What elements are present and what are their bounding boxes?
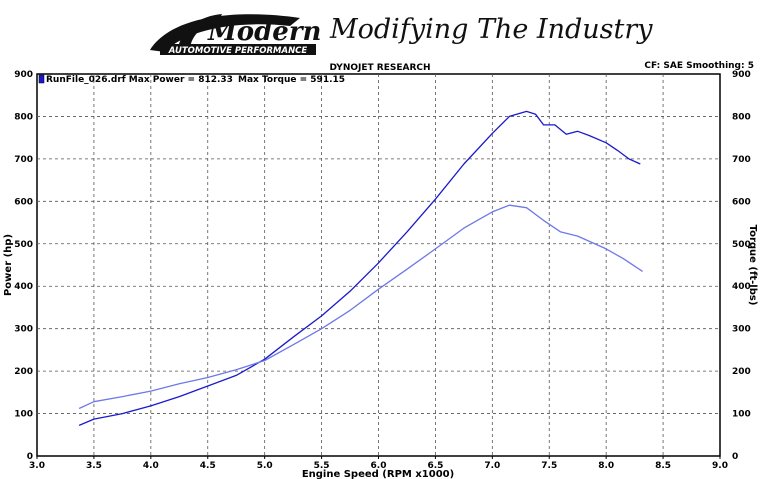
cf-smoothing-info: CF: SAE Smoothing: 5 xyxy=(644,61,754,71)
y-axis-title-right: Torque (ft-lbs) xyxy=(747,225,758,306)
x-tick-label: 5.5 xyxy=(314,461,330,471)
y-tick-label-right: 300 xyxy=(732,325,751,335)
x-tick-label: 3.0 xyxy=(29,461,45,471)
legend-swatch xyxy=(38,74,45,84)
y-axis-title-left: Power (hp) xyxy=(3,234,14,296)
y-tick-label-left: 300 xyxy=(14,325,33,335)
logo-swoosh-icon xyxy=(150,14,300,52)
y-tick-label-right: 700 xyxy=(732,155,751,165)
y-tick-label-left: 600 xyxy=(14,197,33,207)
tagline: Modifying The Industry xyxy=(329,14,653,45)
logo-word: Modern xyxy=(207,17,321,47)
series-line-power xyxy=(78,110,641,426)
series-group xyxy=(78,110,643,426)
series-line-torque xyxy=(78,204,643,410)
y-tick-label-left: 400 xyxy=(14,282,33,292)
run-label: RunFile_026.drf Max Power = 812.33 xyxy=(46,75,233,85)
y-tick-label-right: 100 xyxy=(732,410,751,420)
x-axis-title: Engine Speed (RPM x1000) xyxy=(302,469,454,479)
y-tick-label-right: 400 xyxy=(732,282,751,292)
x-tick-label: 5.0 xyxy=(257,461,273,471)
y-tick-label-right: 900 xyxy=(732,70,751,80)
logo-gear-icon xyxy=(178,14,222,48)
x-tick-labels: 3.0 3.5 4.0 4.5 5.0 5.5 6.0 6.5 7.0 7.5 8.0 8.5 9.0 xyxy=(29,461,728,471)
y-tick-label-left: 700 xyxy=(14,155,33,165)
logo-subtitle: AUTOMOTIVE PERFORMANCE xyxy=(168,46,308,56)
y-tick-label-right: 800 xyxy=(732,112,751,122)
logo: Modern AUTOMOTIVE PERFORMANCE xyxy=(150,14,321,56)
y-tick-label-left: 200 xyxy=(14,367,33,377)
y-tick-label-right: 0 xyxy=(732,452,738,462)
chart-title: DYNOJET RESEARCH xyxy=(329,63,430,73)
x-tick-label: 7.5 xyxy=(541,461,557,471)
grid xyxy=(36,74,721,459)
x-tick-label: 9.0 xyxy=(712,461,728,471)
y-tick-label-right: 600 xyxy=(732,197,751,207)
y-tick-label-left: 900 xyxy=(14,70,33,80)
y-tick-labels-right: 0 100 200 300 400 500 600 700 800 900 xyxy=(732,70,751,462)
y-tick-label-left: 100 xyxy=(14,410,33,420)
y-tick-label-left: 800 xyxy=(14,112,33,122)
x-tick-label: 4.5 xyxy=(200,461,216,471)
y-tick-label-left: 500 xyxy=(14,240,33,250)
x-tick-label: 6.5 xyxy=(427,461,443,471)
x-tick-label: 4.0 xyxy=(143,461,159,471)
x-tick-label: 3.5 xyxy=(86,461,102,471)
y-tick-label-right: 500 xyxy=(732,240,751,250)
y-tick-labels-left: 0 100 200 300 400 500 600 700 800 900 xyxy=(14,70,33,462)
x-tick-label: 8.0 xyxy=(598,461,614,471)
y-tick-label-right: 200 xyxy=(732,367,751,377)
x-tick-label: 7.0 xyxy=(484,461,500,471)
x-tick-label: 6.0 xyxy=(371,461,387,471)
max-torque-label: Max Torque = 591.15 xyxy=(238,75,345,85)
logo-band xyxy=(160,44,316,55)
x-tick-label: 8.5 xyxy=(655,461,671,471)
y-tick-label-left: 0 xyxy=(27,452,33,462)
